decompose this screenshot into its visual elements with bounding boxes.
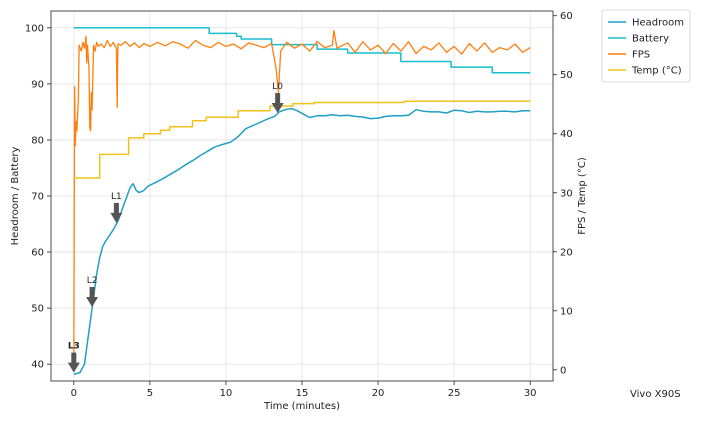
annotation-arrow-head (86, 297, 99, 307)
annotation-arrow-head (110, 212, 123, 223)
annotation-label-l2: L2 (87, 276, 98, 286)
series-line-headroom (73, 107, 531, 376)
x-tick-label: 5 (147, 388, 153, 399)
y-left-tick-label: 40 (31, 360, 44, 371)
legend-entry: Temp (°C) (631, 66, 682, 77)
annotation-arrow-shaft (89, 287, 95, 298)
legend-entry: Headroom (632, 18, 684, 29)
y-left-tick-label: 80 (31, 135, 44, 146)
x-tick-label: 0 (71, 388, 77, 399)
annotation-label-l1: L1 (111, 192, 122, 202)
y-right-tick-label: 20 (560, 247, 573, 258)
series-line-temp-c (73, 100, 531, 179)
annotation-arrow-shaft (71, 352, 77, 364)
plot-area (73, 27, 531, 376)
y-left-tick-label: 90 (31, 79, 44, 90)
x-axis-label: Time (minutes) (263, 401, 340, 412)
annotation-label-l3: L3 (68, 342, 80, 352)
y-left-tick-label: 100 (25, 23, 44, 34)
y-right-tick-label: 50 (560, 70, 573, 81)
y-left-tick-label: 70 (31, 192, 44, 203)
x-tick-label: 10 (220, 388, 233, 399)
annotation-arrow-head (271, 103, 284, 114)
legend-entry: Battery (632, 34, 669, 45)
legend-entry: FPS (632, 50, 650, 61)
annotation-arrow-head (67, 362, 80, 373)
x-tick-label: 25 (448, 388, 461, 399)
x-tick-label: 15 (296, 388, 309, 399)
y-axis-label-right: FPS / Temp (°C) (577, 157, 588, 235)
device-label: Vivo X90S (630, 389, 681, 400)
legend-box (601, 9, 691, 83)
series-line-battery (73, 27, 531, 74)
annotations: L3 L2 L1 L0 (67, 82, 284, 373)
legend: Headroom Battery FPS Temp (°C) (601, 9, 691, 83)
series-line-fps (73, 29, 531, 370)
axes: 0 5 10 15 20 25 30 40 50 60 70 80 90 100 0 10 20 30 40 50 60… (10, 11, 588, 412)
annotation-label-l0: L0 (272, 82, 283, 92)
grid-lines (51, 11, 553, 381)
y-right-tick-label: 10 (560, 306, 573, 317)
y-right-tick-label: 60 (560, 11, 573, 22)
annotation-arrow-shaft (275, 93, 281, 105)
y-right-tick-label: 40 (560, 129, 573, 140)
y-left-tick-label: 60 (31, 248, 44, 259)
y-right-tick-label: 30 (560, 188, 573, 199)
x-tick-label: 30 (524, 388, 537, 399)
x-tick-label: 20 (372, 388, 385, 399)
y-right-tick-label: 0 (560, 365, 566, 376)
annotation-arrow-shaft (113, 202, 119, 214)
y-left-tick-label: 50 (31, 304, 44, 315)
y-axis-label-left: Headroom / Battery (10, 147, 21, 246)
